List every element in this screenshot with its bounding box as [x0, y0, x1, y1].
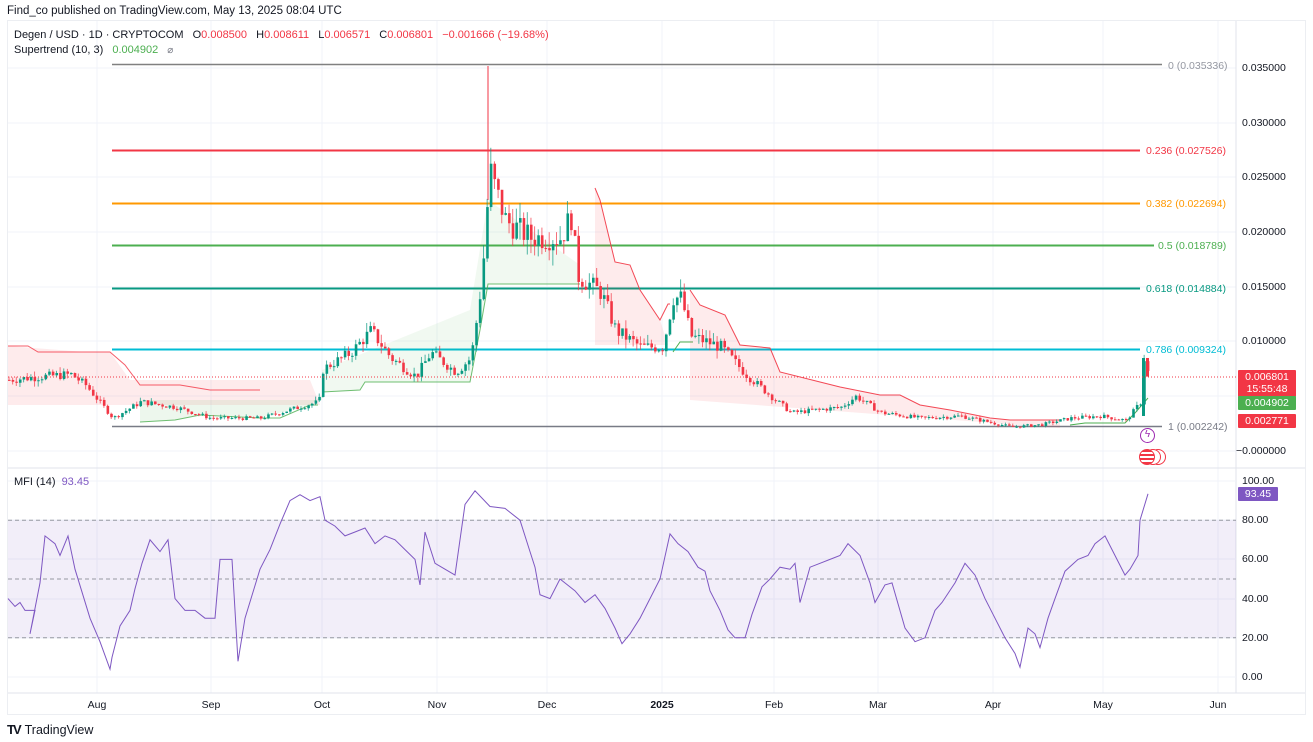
open-value: 0.008500 — [201, 29, 248, 41]
price-axis-label: 0.015000 — [1242, 281, 1286, 293]
price-axis-label: 0.020000 — [1242, 226, 1286, 238]
mfi-legend: MFI (14) 93.45 — [14, 476, 89, 488]
fib-label-05: 0.5 (0.018789) — [1158, 240, 1227, 252]
price-axis-label: −0.000000 — [1236, 445, 1286, 457]
time-axis-label: Nov — [427, 699, 447, 711]
time-axis-label: Apr — [984, 699, 1002, 711]
fib-label-0786: 0.786 (0.009324) — [1146, 344, 1226, 356]
fib-label-0236: 0.236 (0.027526) — [1146, 145, 1226, 157]
mfi-axis-label: 20.00 — [1242, 632, 1269, 644]
fib-label-0382: 0.382 (0.022694) — [1146, 198, 1226, 210]
tradingview-logo-icon: TV — [7, 722, 22, 737]
symbol-title[interactable]: Degen / USD · 1D · CRYPTOCOM — [14, 29, 184, 41]
price-axis-label: 0.010000 — [1242, 335, 1286, 347]
chart-frame — [7, 20, 1306, 715]
high-value: 0.008611 — [264, 29, 310, 41]
lightning-event-icon[interactable]: ϟ — [1140, 428, 1155, 443]
change-value: −0.001666 (−19.68%) — [442, 29, 549, 41]
fib-label-0618: 0.618 (0.014884) — [1146, 283, 1226, 295]
mfi-axis-label: 40.00 — [1242, 593, 1269, 605]
time-axis-label: Mar — [868, 699, 888, 711]
supertrend-label[interactable]: Supertrend (10, 3) — [14, 44, 104, 56]
time-axis-label: 2025 — [650, 699, 674, 711]
published-by-text: Find_co published on TradingView.com, Ma… — [7, 5, 342, 17]
fib-label-0: 0 (0.035336) — [1168, 60, 1228, 72]
time-axis-label: Feb — [764, 699, 784, 711]
chart-legend: Degen / USD · 1D · CRYPTOCOM O0.008500 H… — [14, 29, 549, 56]
last-price-tag: 0.006801 15:55:48 — [1238, 370, 1296, 397]
mfi-value: 93.45 — [61, 476, 90, 488]
supertrend-value: 0.004902 — [112, 44, 159, 56]
mfi-value-tag: 93.45 — [1238, 487, 1278, 501]
time-axis-label: Sep — [201, 699, 221, 711]
price-axis-label: 0.030000 — [1242, 117, 1286, 129]
time-axis-label: Dec — [537, 699, 557, 711]
us-flag-icon[interactable] — [1139, 449, 1155, 465]
time-axis-label: Oct — [313, 699, 331, 711]
price-axis-label: 0.025000 — [1242, 171, 1286, 183]
time-axis-label: Aug — [87, 699, 107, 711]
bar-countdown: 15:55:48 — [1246, 383, 1288, 395]
tradingview-footer: TV TradingView — [7, 722, 93, 737]
low-value: 0.006571 — [324, 29, 371, 41]
close-value: 0.006801 — [387, 29, 434, 41]
price-axis-label: 0.035000 — [1242, 62, 1286, 74]
mfi-axis-label: 0.00 — [1242, 671, 1263, 683]
mfi-axis-label: 80.00 — [1242, 514, 1269, 526]
mfi-axis-label: 100.00 — [1242, 475, 1275, 487]
low-price-tag: 0.002771 — [1238, 414, 1296, 428]
mfi-axis-label: 60.00 — [1242, 553, 1269, 565]
brand-name: TradingView — [24, 722, 94, 737]
hidden-eye-icon[interactable]: ⌀ — [167, 45, 174, 56]
time-axis-label: Jun — [1209, 699, 1227, 711]
fib-label-1: 1 (0.002242) — [1168, 421, 1228, 433]
time-axis-label: May — [1093, 699, 1113, 711]
mfi-label[interactable]: MFI (14) — [14, 476, 56, 488]
supertrend-price-tag: 0.004902 — [1238, 396, 1296, 410]
